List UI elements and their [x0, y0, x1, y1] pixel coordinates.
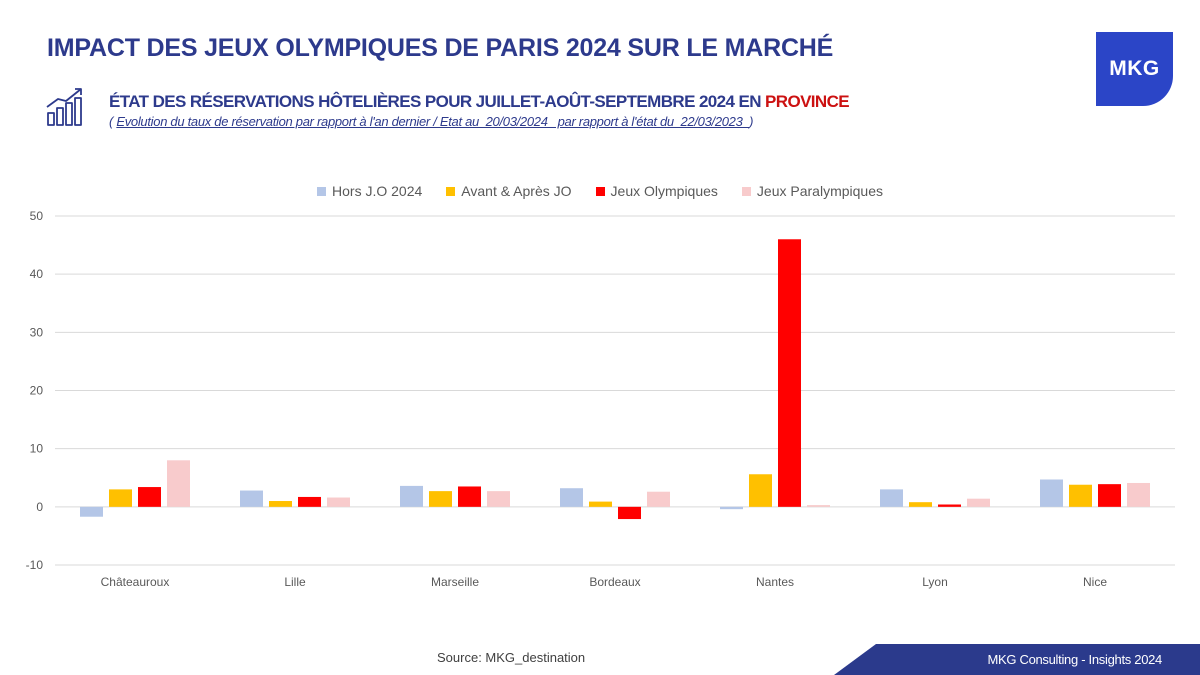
y-tick-label: 40 — [30, 267, 44, 281]
subnote-close: ) — [749, 114, 754, 129]
bar — [938, 504, 961, 507]
legend-item-hors-jo: Hors J.O 2024 — [317, 183, 422, 199]
bar — [967, 498, 990, 507]
x-tick-label: Châteauroux — [101, 575, 170, 589]
bar — [749, 474, 772, 507]
legend-label: Jeux Paralympiques — [756, 183, 883, 199]
subtitle-highlight: PROVINCE — [765, 92, 850, 111]
x-tick-label: Bordeaux — [589, 575, 640, 589]
bar — [269, 501, 292, 507]
x-tick-label: Lille — [284, 575, 306, 589]
y-tick-label: 50 — [30, 209, 44, 223]
footer-band — [834, 644, 1200, 675]
legend-swatch — [446, 186, 456, 196]
bar — [240, 490, 263, 507]
bar — [80, 506, 103, 517]
bar — [1127, 482, 1150, 507]
bar — [298, 496, 321, 507]
bar — [1098, 484, 1121, 507]
y-tick-label: 30 — [30, 325, 44, 339]
mkg-logo: MKG — [1096, 32, 1173, 106]
subnote-text: Evolution du taux de réservation par rap… — [116, 114, 750, 129]
bar — [880, 489, 903, 507]
y-tick-label: 0 — [36, 500, 43, 514]
y-tick-label: 10 — [30, 442, 44, 456]
subtitle-main: ÉTAT DES RÉSERVATIONS HÔTELIÈRES POUR JU… — [109, 92, 766, 111]
logo-text: MKG — [1109, 57, 1160, 80]
bar — [909, 502, 932, 507]
x-tick-label: Nantes — [756, 575, 794, 589]
x-tick-label: Lyon — [922, 575, 948, 589]
bar — [1040, 479, 1063, 507]
bar — [618, 506, 641, 520]
bar — [167, 460, 190, 507]
chart-growth-icon — [46, 88, 82, 126]
footer-brand: MKG Consulting - Insights 2024 — [987, 652, 1162, 667]
y-tick-label: 20 — [30, 384, 44, 398]
bar — [109, 489, 132, 507]
x-tick-label: Marseille — [431, 575, 479, 589]
bar — [458, 486, 481, 507]
bar — [778, 239, 801, 507]
source-note: Source: MKG_destination — [437, 650, 586, 665]
legend-item-avant-apres-jo: Avant & Après JO — [446, 183, 572, 199]
legend-label: Jeux Olympiques — [610, 183, 718, 199]
bar — [400, 485, 423, 507]
legend-swatch — [317, 186, 327, 196]
bar — [807, 505, 830, 507]
bar — [1069, 484, 1092, 507]
subnote-open: ( — [109, 114, 117, 129]
bar — [720, 506, 743, 510]
legend-label: Hors J.O 2024 — [332, 183, 423, 199]
legend-item-jeux-olympiques: Jeux Olympiques — [595, 183, 718, 199]
y-tick-label: -10 — [26, 558, 44, 572]
bar — [327, 497, 350, 507]
bar — [138, 487, 161, 507]
chart-subnote: ( Evolution du taux de réservation par r… — [109, 114, 754, 129]
legend-swatch — [595, 186, 605, 196]
chart-subtitle: ÉTAT DES RÉSERVATIONS HÔTELIÈRES POUR JU… — [109, 92, 850, 112]
x-tick-label: Nice — [1083, 575, 1107, 589]
bar — [589, 501, 612, 507]
bar — [429, 491, 452, 507]
legend-label: Avant & Après JO — [461, 183, 572, 199]
legend-item-jeux-paralympiques: Jeux Paralympiques — [741, 183, 883, 199]
chart-legend: Hors J.O 2024 Avant & Après JO Jeux Olym… — [0, 183, 1200, 199]
bar — [647, 491, 670, 507]
bar — [487, 491, 510, 507]
page-title: IMPACT DES JEUX OLYMPIQUES DE PARIS 2024… — [47, 34, 834, 62]
legend-swatch — [741, 186, 751, 196]
bar — [560, 488, 583, 507]
